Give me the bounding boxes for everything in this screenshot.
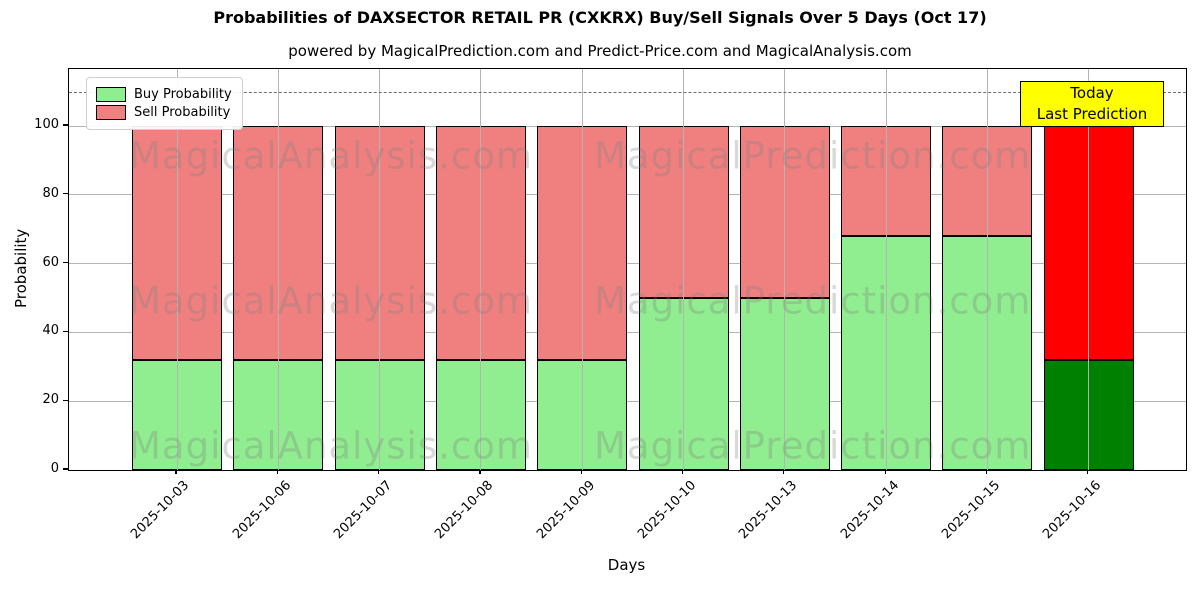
- x-tick-mark: [580, 469, 582, 474]
- y-tick-label: 0: [50, 461, 59, 476]
- x-tick-label: 2025-10-09: [533, 478, 598, 543]
- y-tick-label: 40: [42, 323, 59, 339]
- x-tick-label: 2025-10-07: [331, 478, 396, 543]
- x-tick-label: 2025-10-03: [128, 478, 193, 543]
- watermark-text: MagicalPrediction.com: [594, 134, 1032, 178]
- x-tick-label: 2025-10-14: [837, 478, 902, 543]
- legend-item-buy: Buy Probability: [96, 87, 232, 102]
- today-annotation-line2: Last Prediction: [1036, 104, 1148, 123]
- y-tick-label: 60: [42, 254, 59, 270]
- buy-color-swatch: [96, 87, 126, 102]
- v-gridline: [176, 69, 178, 470]
- x-tick-mark: [985, 469, 988, 474]
- chart-subtitle: powered by MagicalPrediction.com and Pre…: [288, 42, 912, 60]
- today-annotation-line1: Today: [1070, 84, 1114, 102]
- x-tick-mark: [1087, 469, 1089, 474]
- x-tick-mark: [884, 469, 886, 474]
- reference-dashed-line: [69, 91, 1186, 93]
- today-annotation: Today Last Prediction: [1020, 81, 1164, 128]
- x-tick-mark: [681, 469, 684, 474]
- x-tick-label: 2025-10-16: [1040, 478, 1105, 543]
- y-tick-label: 100: [34, 117, 59, 132]
- sell-color-swatch: [96, 105, 126, 120]
- x-tick-label: 2025-10-15: [938, 478, 1004, 543]
- legend-label-buy: Buy Probability: [134, 87, 232, 102]
- v-gridline: [885, 69, 887, 470]
- v-gridline: [683, 69, 684, 470]
- y-tick-mark: [63, 399, 68, 401]
- watermark-text: MagicalAnalysis.com: [129, 424, 533, 468]
- y-tick-label: 80: [42, 185, 59, 201]
- v-gridline: [277, 69, 279, 470]
- v-gridline: [581, 69, 583, 470]
- plot-area: Buy Probability Sell Probability Today L…: [68, 68, 1187, 471]
- x-tick-label: 2025-10-13: [736, 478, 801, 543]
- x-tick-label: 2025-10-06: [229, 478, 294, 543]
- legend-label-sell: Sell Probability: [134, 105, 231, 120]
- y-tick-mark: [63, 330, 68, 333]
- y-tick-label: 20: [42, 392, 59, 408]
- y-tick-mark: [63, 193, 68, 195]
- v-gridline: [480, 69, 482, 470]
- v-gridline: [379, 69, 381, 470]
- x-tick-mark: [783, 469, 785, 474]
- v-gridline: [1088, 69, 1090, 470]
- x-tick-label: 2025-10-08: [432, 478, 497, 543]
- y-tick-mark: [63, 262, 68, 264]
- watermark-text: MagicalAnalysis.com: [129, 134, 533, 178]
- legend-item-sell: Sell Probability: [96, 105, 232, 120]
- v-gridline: [784, 69, 786, 470]
- h-gridline: [69, 400, 1186, 402]
- watermark-text: MagicalPrediction.com: [594, 279, 1032, 323]
- legend: Buy Probability Sell Probability: [86, 77, 243, 130]
- h-gridline: [69, 263, 1186, 265]
- h-gridline: [69, 125, 1186, 127]
- v-gridline: [986, 69, 988, 470]
- h-gridline: [69, 331, 1186, 333]
- x-tick-mark: [479, 469, 481, 474]
- x-tick-label: 2025-10-10: [635, 478, 700, 543]
- x-tick-mark: [378, 469, 380, 474]
- x-tick-mark: [175, 469, 177, 474]
- x-axis-label: Days: [607, 556, 646, 574]
- x-tick-mark: [276, 469, 278, 474]
- h-gridline: [69, 194, 1186, 196]
- y-tick-mark: [63, 468, 68, 470]
- watermark-text: MagicalAnalysis.com: [129, 279, 533, 323]
- y-tick-mark: [63, 124, 68, 126]
- watermark-text: MagicalPrediction.com: [594, 424, 1032, 468]
- chart-title: Probabilities of DAXSECTOR RETAIL PR (CX…: [213, 8, 987, 27]
